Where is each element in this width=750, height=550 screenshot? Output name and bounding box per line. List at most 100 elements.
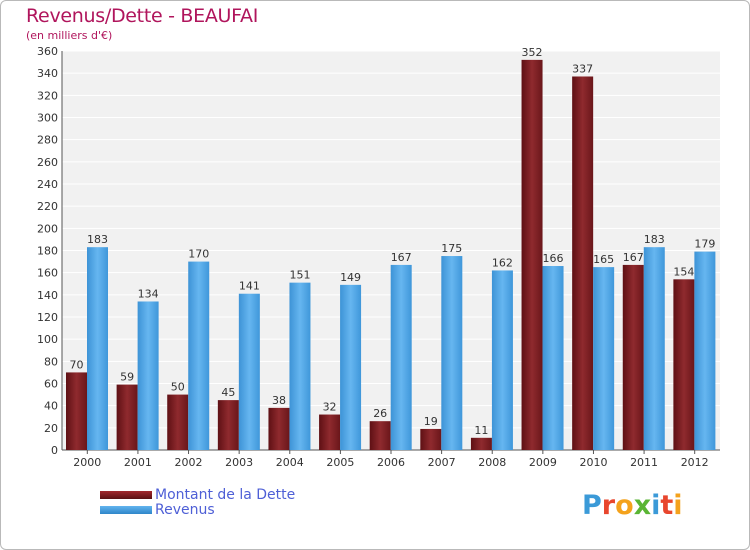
y-tick-label: 300: [37, 112, 58, 125]
y-tick-label: 100: [37, 333, 58, 346]
bar-revenus: [441, 256, 463, 450]
logo-letter: t: [660, 490, 674, 521]
y-tick-label: 360: [37, 45, 58, 58]
bar-dette: [116, 384, 138, 450]
y-tick-label: 60: [44, 378, 58, 391]
data-label-dette: 154: [673, 265, 694, 278]
bar-dette: [673, 279, 695, 450]
x-tick-label: 2012: [681, 456, 709, 469]
proxiti-logo: Proxiti: [582, 490, 683, 521]
data-label-dette: 11: [474, 424, 488, 437]
data-label-revenus: 151: [289, 269, 310, 282]
x-tick-label: 2006: [377, 456, 405, 469]
legend-item-revenus: Revenus: [100, 501, 295, 518]
data-label-dette: 50: [171, 381, 185, 394]
data-label-dette: 32: [323, 401, 337, 414]
bar-revenus: [238, 293, 260, 450]
bar-revenus: [390, 264, 412, 450]
data-label-dette: 45: [221, 386, 235, 399]
data-label-revenus: 175: [441, 242, 462, 255]
logo-letter: r: [601, 490, 616, 521]
y-tick-label: 320: [37, 89, 58, 102]
y-tick-label: 140: [37, 289, 58, 302]
x-tick-label: 2001: [124, 456, 152, 469]
legend-swatch-dette: [100, 490, 152, 499]
y-tick-label: 260: [37, 156, 58, 169]
bar-dette: [268, 407, 290, 450]
data-label-revenus: 166: [543, 252, 564, 265]
data-label-dette: 167: [623, 251, 644, 264]
x-tick-label: 2010: [579, 456, 607, 469]
x-tick-label: 2011: [630, 456, 658, 469]
logo-letter: P: [582, 490, 602, 521]
bar-revenus: [340, 284, 362, 450]
data-label-revenus: 183: [644, 233, 665, 246]
data-label-revenus: 149: [340, 271, 361, 284]
x-tick-label: 2000: [73, 456, 101, 469]
x-tick-label: 2008: [478, 456, 506, 469]
bar-dette: [572, 76, 594, 450]
y-tick-label: 280: [37, 134, 58, 147]
data-label-revenus: 183: [87, 233, 108, 246]
y-tick-label: 40: [44, 400, 58, 413]
bar-revenus: [188, 261, 210, 450]
x-tick-label: 2003: [225, 456, 253, 469]
bar-dette: [470, 437, 492, 450]
data-label-dette: 352: [522, 46, 543, 59]
logo-letter: x: [633, 490, 652, 521]
legend-label-revenus: Revenus: [155, 501, 215, 518]
data-label-revenus: 167: [391, 251, 412, 264]
bar-revenus: [694, 251, 716, 450]
x-tick-label: 2007: [428, 456, 456, 469]
bar-dette: [420, 428, 442, 450]
bar-revenus: [137, 301, 159, 450]
bar-dette: [369, 421, 391, 450]
data-label-revenus: 162: [492, 256, 513, 269]
data-label-dette: 337: [572, 62, 593, 75]
x-tick-label: 2005: [326, 456, 354, 469]
bar-dette: [66, 372, 87, 450]
bar-revenus: [593, 267, 615, 450]
logo-letter: i: [673, 490, 683, 521]
data-label-dette: 70: [70, 358, 84, 371]
bar-dette: [521, 59, 543, 450]
logo-letter: i: [651, 490, 661, 521]
bar-dette: [622, 264, 644, 450]
y-tick-label: 340: [37, 67, 58, 80]
legend-label-dette: Montant de la Dette: [155, 486, 296, 503]
y-tick-label: 20: [44, 422, 58, 435]
data-label-revenus: 165: [593, 253, 614, 266]
data-label-dette: 38: [272, 394, 286, 407]
data-label-revenus: 179: [694, 238, 715, 251]
data-label-dette: 19: [424, 415, 438, 428]
y-tick-label: 220: [37, 200, 58, 213]
y-tick-label: 200: [37, 222, 58, 235]
data-label-dette: 59: [120, 371, 134, 384]
data-label-revenus: 134: [138, 287, 159, 300]
data-label-revenus: 170: [188, 248, 209, 261]
legend-item-dette: Montant de la Dette: [100, 486, 296, 503]
data-label-revenus: 141: [239, 280, 260, 293]
bar-revenus: [643, 247, 665, 450]
y-tick-label: 180: [37, 245, 58, 258]
data-label-dette: 26: [373, 407, 387, 420]
x-tick-label: 2004: [276, 456, 304, 469]
logo-letter: o: [615, 490, 634, 521]
x-tick-label: 2009: [529, 456, 557, 469]
y-tick-label: 240: [37, 178, 58, 191]
bar-dette: [167, 394, 189, 450]
y-tick-label: 0: [51, 444, 58, 457]
chart-subtitle: (en milliers d'€): [26, 29, 113, 42]
bar-dette: [319, 414, 341, 450]
bar-revenus: [87, 247, 108, 450]
bar-revenus: [491, 270, 513, 450]
bar-revenus: [542, 266, 564, 450]
legend-swatch-revenus: [100, 505, 152, 514]
legend: Montant de la Dette Revenus: [100, 486, 296, 518]
x-tick-label: 2002: [175, 456, 203, 469]
bar-dette: [217, 400, 239, 450]
y-tick-label: 120: [37, 311, 58, 324]
y-tick-label: 80: [44, 355, 58, 368]
bar-revenus: [289, 282, 311, 450]
y-tick-label: 160: [37, 267, 58, 280]
